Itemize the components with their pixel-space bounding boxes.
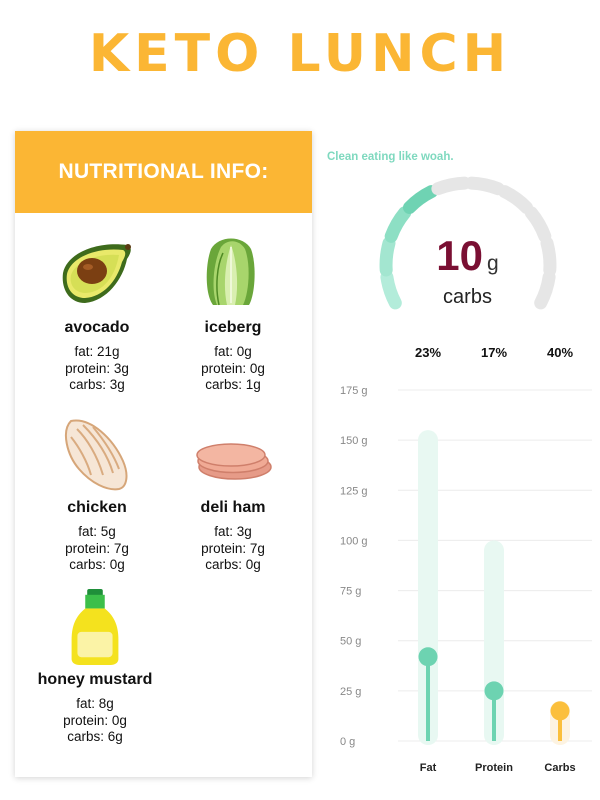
bar-marker-carbs [550, 701, 570, 721]
fat-value: fat: 3g [214, 524, 252, 539]
protein-value: protein: 7g [201, 540, 265, 556]
food-name: avocado [64, 319, 130, 336]
nutrition-values: fat: 3g protein: 7g carbs: 0g [158, 524, 308, 574]
gauge-segment-empty [498, 185, 533, 214]
dressing-bottle-icon [71, 588, 119, 665]
gauge-value-display: 10 g [405, 232, 530, 280]
nutrition-values: fat: 5g protein: 7g carbs: 0g [22, 524, 172, 574]
gauge-value: 10 [436, 232, 484, 279]
y-tick-label: 150 g [340, 435, 368, 447]
fat-value: fat: 21g [74, 344, 120, 359]
nutrition-values: fat: 8g protein: 0g carbs: 6g [20, 696, 170, 746]
food-item-deli-ham: deli ham fat: 3g protein: 7g carbs: 0g [158, 415, 308, 574]
category-label-protein: Protein [475, 762, 513, 774]
food-item-chicken: chicken fat: 5g protein: 7g carbs: 0g [22, 415, 172, 574]
gauge-unit: g [487, 252, 499, 275]
bar-track-fat [418, 430, 438, 745]
gauge-segment-filled [403, 185, 438, 214]
carbs-value: carbs: 0g [69, 557, 125, 572]
gauge-segment-empty [524, 206, 552, 243]
category-label-fat: Fat [419, 762, 437, 774]
protein-value: protein: 3g [65, 360, 129, 376]
gauge-segment-empty [465, 176, 505, 196]
carbs-value: carbs: 0g [205, 557, 261, 572]
percent-label-protein: 17% [480, 345, 508, 360]
card-header: NUTRITIONAL INFO: [15, 131, 312, 213]
y-tick-label: 175 g [340, 385, 368, 397]
protein-value: protein: 0g [201, 360, 265, 376]
nutrition-values: fat: 0g protein: 0g carbs: 1g [158, 344, 308, 394]
nutrition-values: fat: 21g protein: 3g carbs: 3g [22, 344, 172, 394]
food-name: iceberg [204, 319, 262, 336]
food-name: chicken [67, 499, 127, 516]
y-tick-label: 25 g [340, 686, 361, 698]
carbs-value: carbs: 3g [69, 377, 125, 392]
percent-label-carbs: 40% [546, 345, 574, 360]
y-tick-label: 50 g [340, 636, 361, 648]
gauge-segment-filled [384, 206, 412, 243]
y-tick-label: 125 g [340, 485, 368, 497]
y-tick-label: 75 g [340, 586, 361, 598]
carbs-value: carbs: 6g [67, 729, 123, 744]
chicken-breast-icon [64, 419, 128, 491]
percent-label-fat: 23% [414, 345, 442, 360]
fat-value: fat: 5g [78, 524, 116, 539]
gauge-segment-empty [431, 176, 471, 196]
tagline: Clean eating like woah. [327, 151, 454, 163]
category-label-carbs: Carbs [544, 762, 576, 774]
lettuce-icon [206, 238, 255, 306]
y-tick-label: 0 g [340, 736, 355, 748]
gauge-label: carbs [443, 286, 492, 308]
protein-value: protein: 0g [63, 712, 127, 728]
carbs-gauge [379, 176, 557, 310]
nutrition-card: NUTRITIONAL INFO: avocado fat: 21g prote… [15, 131, 312, 777]
food-item-avocado: avocado fat: 21g protein: 3g carbs: 3g [22, 235, 172, 394]
food-item-iceberg: iceberg fat: 0g protein: 0g carbs: 1g [158, 235, 308, 394]
page-title: KETO LUNCH [88, 24, 512, 84]
gauge-segment-empty [540, 236, 557, 277]
y-tick-label: 100 g [340, 535, 368, 547]
food-item-honey-mustard: honey mustard fat: 8g protein: 0g carbs:… [20, 587, 170, 746]
bar-marker-fat [418, 647, 438, 667]
avocado-icon [62, 244, 131, 303]
fat-value: fat: 0g [214, 344, 252, 359]
protein-value: protein: 7g [65, 540, 129, 556]
fat-value: fat: 8g [76, 696, 114, 711]
carbs-value: carbs: 1g [205, 377, 261, 392]
bar-marker-protein [484, 681, 504, 701]
gauge-segment-empty [534, 270, 556, 310]
ham-slices-icon [196, 443, 272, 480]
gauge-segment-filled [379, 236, 396, 277]
gauge-segment-filled [380, 270, 402, 310]
macro-bar-chart: 0 g 25 g 50 g 75 g 100 g 125 g 150 g 175 g [340, 385, 592, 748]
food-name: deli ham [200, 499, 266, 516]
food-name: honey mustard [37, 671, 153, 688]
